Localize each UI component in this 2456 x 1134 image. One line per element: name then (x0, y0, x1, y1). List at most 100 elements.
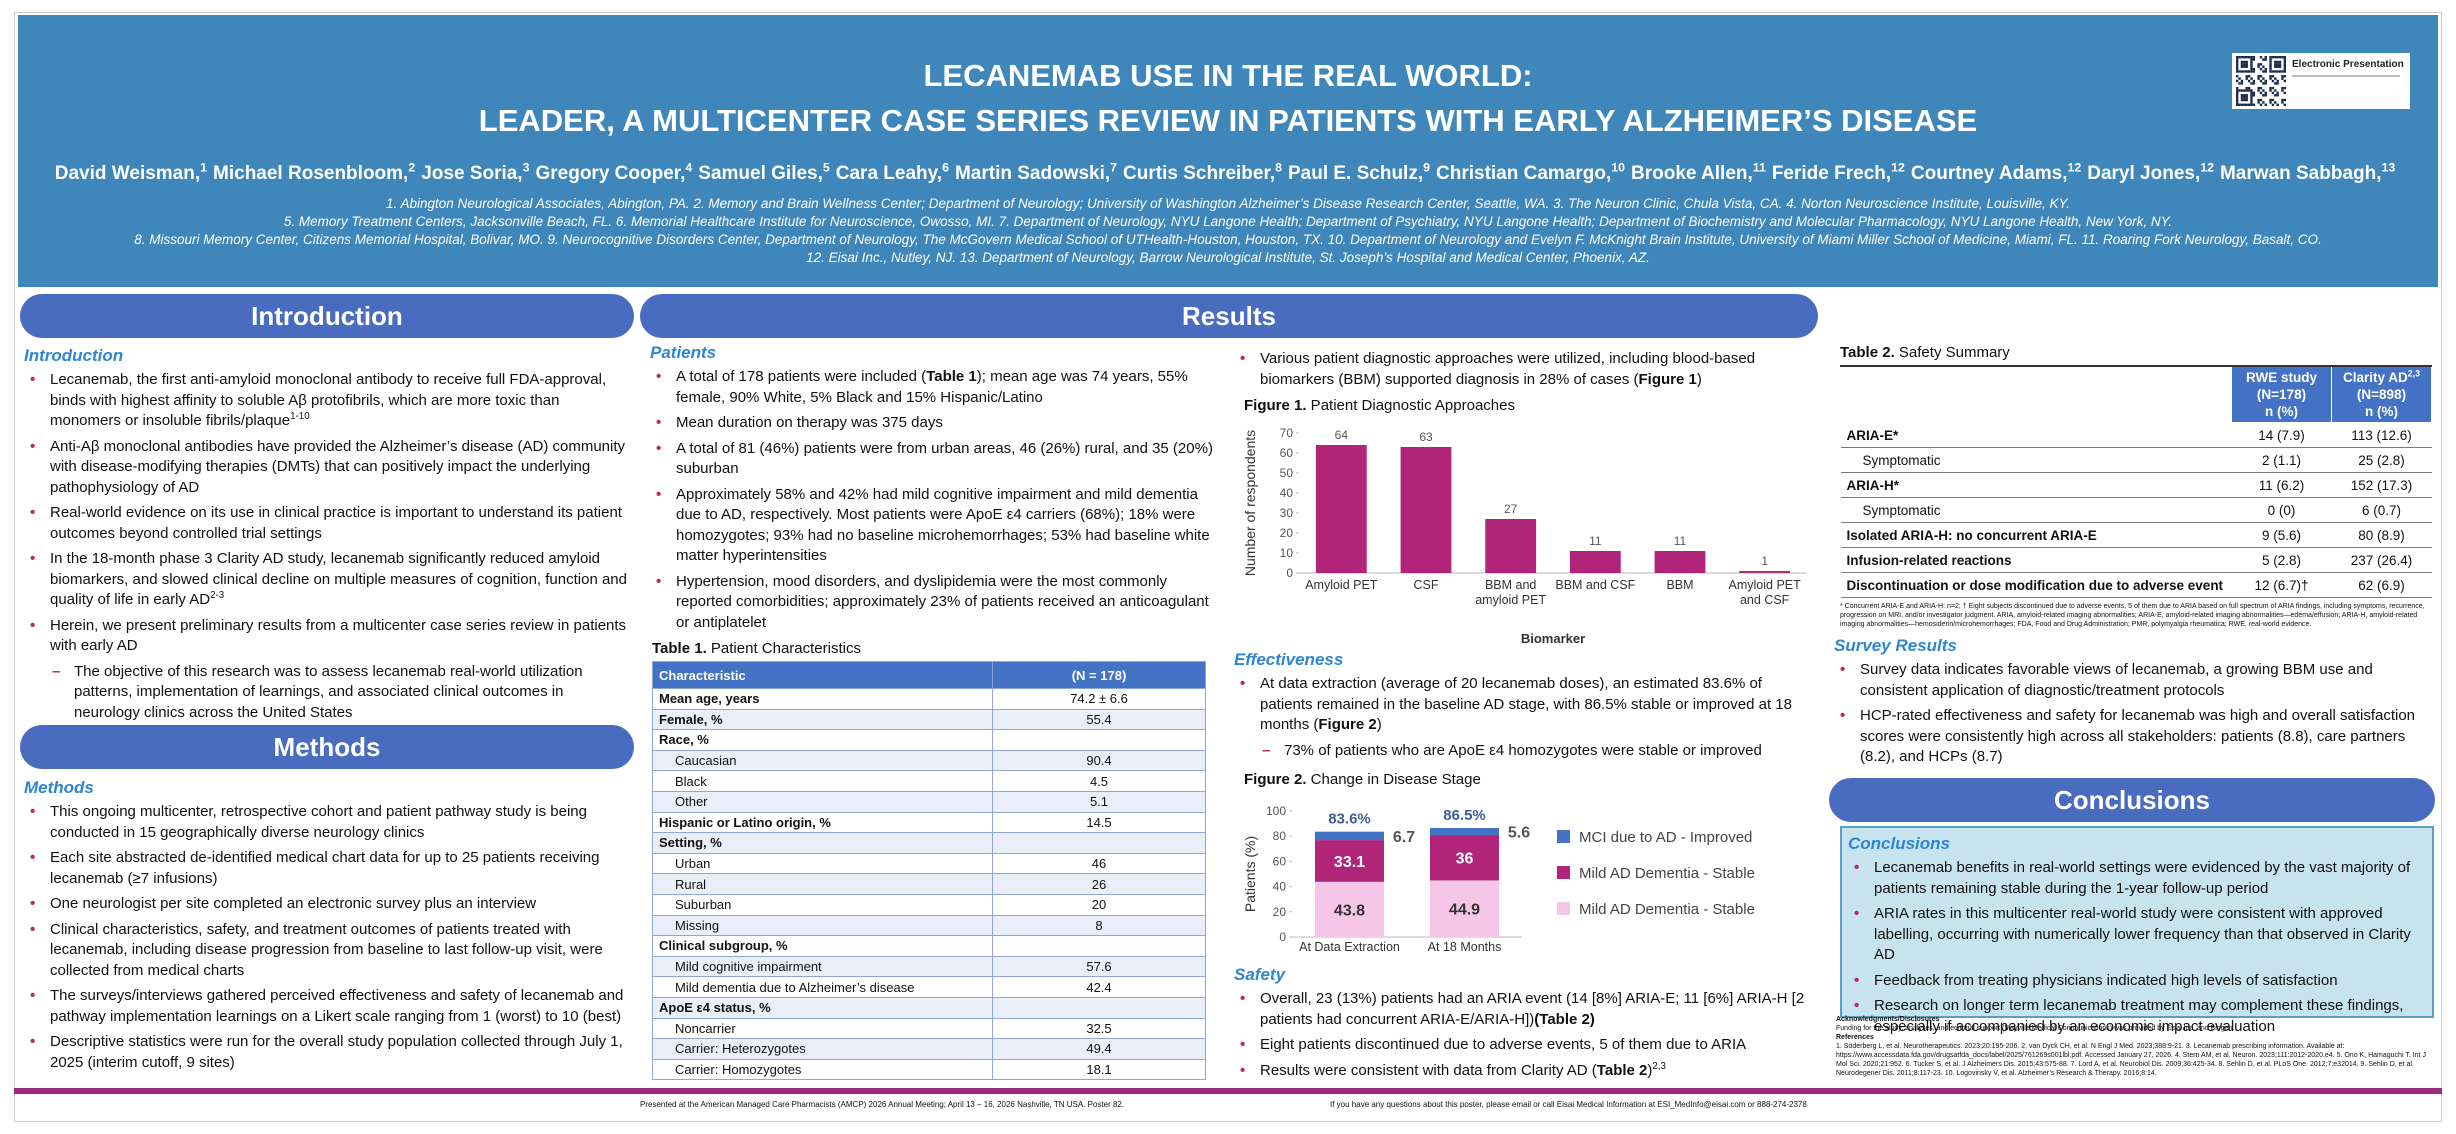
x-axis-label: Biomarker (1520, 631, 1586, 646)
qr-module (2240, 60, 2244, 64)
qr-module (2283, 75, 2286, 78)
row-label: Mild dementia due to Alzheimer’s disease (652, 976, 993, 998)
table: RWE study (N=178) n (%) Clarity AD2,3 (N=898… (1840, 365, 2432, 598)
section-heading: Introduction (20, 294, 634, 338)
author-name: Cara Leahy, (835, 163, 943, 184)
qr-module (2281, 77, 2284, 80)
bar (1569, 551, 1621, 573)
chart: 0 20 40 60 80 100 Patients (%) 43.8 33.1 6.7 83.6%… (1242, 804, 1755, 954)
qr-module (2245, 103, 2248, 106)
qr-module (2250, 89, 2253, 92)
legend-swatch (1557, 866, 1570, 879)
row-label: Symptomatic (1840, 447, 2232, 473)
qr-module (2243, 103, 2246, 106)
qr-module (2243, 98, 2246, 102)
qr-module (2262, 101, 2265, 104)
text-run: Figure 1. (1244, 397, 1307, 414)
cell: 46 (992, 852, 1206, 875)
qr-module (2257, 65, 2260, 68)
row-label: Race, % (652, 729, 993, 751)
qr-module (2252, 82, 2256, 85)
qr-module (2274, 82, 2277, 85)
row-label: Discontinuation or dose modification due… (1840, 572, 2232, 598)
text-run: Various patient diagnostic approaches we… (1260, 350, 1756, 388)
qr-module (2269, 89, 2272, 92)
affiliation: 12. Eisai Inc., Nutley, NJ. 13. Departme… (806, 250, 1650, 265)
cell: 32.5 (992, 1017, 1206, 1040)
author: Gregory Cooper,4 (535, 161, 692, 184)
legend-label: Mild AD Dementia - Stable (1579, 901, 1755, 918)
table-row: Other 5.1 (652, 790, 1206, 813)
qr-module (2259, 63, 2263, 66)
bullet: A total of 178 patients were included (T… (650, 367, 1218, 408)
qr-module (2238, 70, 2241, 73)
table-row: Mean age, years 74.2 ± 6.6 (652, 688, 1206, 710)
qr-module (2236, 58, 2239, 61)
references: 1. Söderberg L, et al. Neurotherapeutics… (1836, 1043, 2426, 1077)
table-caption: Table 1. Patient Characteristics (652, 640, 1206, 657)
column-header: RWE study (N=178) n (%) (2231, 365, 2332, 423)
row-label: Carrier: Homozygotes (652, 1058, 993, 1081)
qr-module (2283, 56, 2286, 59)
qr-module (2252, 67, 2256, 71)
text-run: n (%) (2265, 404, 2298, 419)
qr-module (2252, 91, 2256, 95)
qr-module (2274, 94, 2277, 97)
qr-module (2240, 98, 2244, 102)
qr-module (2281, 101, 2284, 104)
subheading: Methods (24, 778, 94, 797)
qr-module (2283, 86, 2286, 90)
qr-module (2283, 67, 2286, 71)
section-heading: Conclusions (1829, 778, 2435, 822)
acknowledgments: Acknowledgments/Disclosures Funding for … (1836, 1015, 2434, 1078)
text-run: Patient Characteristics (706, 640, 861, 657)
qr-module (2247, 56, 2251, 59)
qr-module (2250, 67, 2253, 71)
legend-swatch (1557, 830, 1570, 843)
cell: 49.4 (992, 1038, 1206, 1060)
header: LECANEMAB USE IN THE REAL WORLD: LEADER, … (18, 15, 2438, 287)
author: David Weisman,1 (55, 161, 207, 184)
text-run: Clarity AD (2343, 370, 2408, 385)
header-line: n (%) (2238, 403, 2325, 420)
qr-module (2245, 65, 2248, 68)
text-run: ); mean age was 74 years, 55% female, 90… (676, 368, 1188, 406)
cell: 11 (6.2) (2231, 472, 2332, 498)
table-footnote: * Concurrent ARIA-E and ARIA-H: n=2; † E… (1840, 603, 2425, 628)
author: Samuel Giles,5 (698, 161, 830, 184)
y-tick-label: 30 (1280, 506, 1294, 520)
text-run: (N=178) (2256, 387, 2307, 402)
qr-module (2240, 63, 2244, 66)
bullet: Eight patients discontinued due to adver… (1234, 1035, 1818, 1056)
sub-bullet: The objective of this research was to as… (24, 662, 630, 724)
qr-module (2259, 79, 2263, 83)
sub-bullet: 73% of patients who are ApoE ε4 homozygo… (1234, 741, 1818, 762)
qr-module (2257, 101, 2260, 104)
bar (1315, 445, 1367, 573)
qr-module (2262, 70, 2265, 73)
row-label: Symptomatic (1840, 497, 2232, 523)
qr-module (2236, 96, 2239, 99)
bullet: Results were consistent with data from C… (1234, 1061, 1818, 1082)
author-name: Curtis Schreiber, (1123, 163, 1276, 184)
y-tick-label: 10 (1280, 546, 1294, 560)
qr-module (2245, 63, 2248, 66)
qr-module (2243, 65, 2246, 68)
table-row: Race, % (652, 729, 1206, 751)
qr-module (2250, 98, 2253, 102)
text-run: Table 2 (1596, 1061, 1648, 1079)
qr-label: Electronic Presentation (2292, 59, 2404, 70)
patients: Patients A total of 178 patients were inc… (650, 343, 1218, 638)
qr-module (2259, 75, 2263, 78)
qr-module (2264, 91, 2267, 95)
bullet: Various patient diagnostic approaches we… (1234, 349, 1818, 390)
y-tick-label: 100 (1266, 804, 1286, 818)
qr-module (2259, 56, 2263, 59)
qr-module (2278, 56, 2282, 59)
qr-module (2238, 56, 2241, 59)
footer-bar (14, 1088, 2442, 1094)
table-caption: Table 2. Safety Summary (1840, 344, 2432, 361)
data-label: 33.1 (1334, 854, 1365, 871)
qr-module (2245, 89, 2248, 92)
